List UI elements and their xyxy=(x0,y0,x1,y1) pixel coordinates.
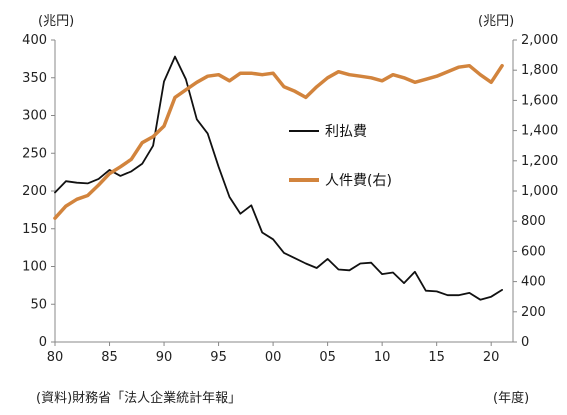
right-tick-label: 800 xyxy=(521,214,546,229)
x-tick-label: 20 xyxy=(483,350,500,365)
left-tick-label: 300 xyxy=(22,109,47,124)
legend: 利払費 人件費(右) xyxy=(289,124,392,189)
x-tick-label: 85 xyxy=(101,350,118,365)
x-tick-label: 80 xyxy=(47,350,64,365)
left-tick-label: 350 xyxy=(22,71,47,86)
right-tick-label: 600 xyxy=(521,244,546,259)
x-tick-label: 10 xyxy=(374,350,391,365)
right-axis-unit: (兆円) xyxy=(478,14,514,29)
x-tick-label: 15 xyxy=(428,350,445,365)
right-tick-label: 1,000 xyxy=(521,184,558,199)
right-axis-ticks: 0 200 400 600 800 1,000 1,200 1,400 1,600 1,800 2,… xyxy=(513,33,558,350)
x-tick-label: 90 xyxy=(156,350,173,365)
left-tick-label: 50 xyxy=(30,297,47,312)
legend-label-interest: 利払費 xyxy=(325,124,367,140)
left-tick-label: 250 xyxy=(22,146,47,161)
series-line-interest xyxy=(54,55,504,301)
right-tick-label: 0 xyxy=(521,335,529,350)
left-tick-label: 200 xyxy=(22,184,47,199)
x-tick-label: 00 xyxy=(265,350,282,365)
left-tick-label: 150 xyxy=(22,222,47,237)
left-tick-label: 100 xyxy=(22,260,47,275)
right-tick-label: 1,400 xyxy=(521,124,558,139)
right-tick-label: 1,800 xyxy=(521,63,558,78)
series-line-labor xyxy=(53,63,504,220)
source-note: (資料)財務省「法人企業統計年報」 xyxy=(36,390,241,406)
left-tick-label: 400 xyxy=(22,33,47,48)
legend-label-labor: 人件費(右) xyxy=(325,173,392,189)
right-tick-label: 2,000 xyxy=(521,33,558,48)
right-tick-label: 400 xyxy=(521,275,546,290)
x-axis-ticks: 80 85 90 95 00 05 10 15 20 xyxy=(47,342,500,365)
right-tick-label: 200 xyxy=(521,305,546,320)
right-tick-label: 1,600 xyxy=(521,93,558,108)
right-tick-label: 1,200 xyxy=(521,154,558,169)
x-tick-label: 95 xyxy=(210,350,227,365)
left-axis-unit: (兆円) xyxy=(38,14,74,29)
x-axis-unit: (年度) xyxy=(493,390,529,406)
x-tick-label: 05 xyxy=(319,350,336,365)
series-lines xyxy=(53,55,504,301)
left-axis-ticks: 0 50 100 150 200 250 300 350 400 xyxy=(22,33,55,350)
left-tick-label: 0 xyxy=(39,335,47,350)
